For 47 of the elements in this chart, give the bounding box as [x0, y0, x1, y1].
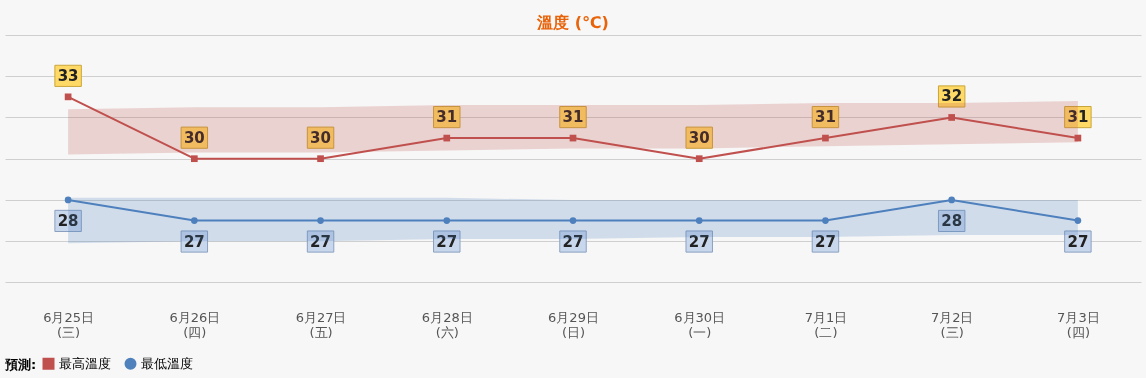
- point: [64, 93, 72, 101]
- legend-label: 最高溫度: [59, 355, 111, 371]
- x-tick-label: 7月2日 (三): [930, 309, 974, 340]
- data-label: 28: [941, 211, 963, 230]
- x-tick-label: 6月30日 (一): [674, 309, 726, 340]
- data-label: 31: [436, 108, 458, 127]
- legend-title: 預測:: [4, 357, 37, 372]
- x-tick-label: 6月29日 (日): [548, 309, 599, 340]
- data-label: 30: [310, 128, 331, 147]
- legend-label: 最低溫度: [141, 355, 193, 371]
- point: [190, 217, 198, 224]
- point: [443, 134, 451, 142]
- x-tick-label: 6月28日 (六): [421, 309, 473, 340]
- data-label: 30: [183, 128, 205, 147]
- point: [569, 217, 577, 224]
- x-tick-label: 6月25日 (三): [43, 309, 95, 340]
- data-label: 27: [815, 232, 836, 251]
- data-label: 31: [1067, 108, 1089, 127]
- point: [317, 155, 324, 163]
- x-tick-label: 7月3日 (四): [1057, 309, 1100, 340]
- data-label: 27: [688, 232, 710, 251]
- x-tick-label: 7月1日 (二): [804, 309, 848, 340]
- chart-title: 溫度 (℃): [536, 13, 609, 32]
- point: [64, 196, 72, 204]
- point: [190, 155, 198, 163]
- data-label: 31: [815, 108, 836, 127]
- point: [948, 114, 956, 121]
- x-tick-label: 6月26日 (四): [169, 309, 221, 340]
- point: [822, 217, 829, 224]
- point: [948, 196, 956, 204]
- point: [1074, 217, 1082, 224]
- data-label: 27: [1067, 232, 1089, 251]
- data-label: 30: [688, 128, 710, 147]
- point: [443, 217, 451, 224]
- data-label: 27: [310, 232, 331, 251]
- x-tick-label: 6月27日 (五): [295, 309, 347, 340]
- data-label: 27: [183, 232, 205, 251]
- data-label: 33: [57, 66, 79, 85]
- point: [695, 217, 703, 224]
- data-label: 32: [941, 87, 963, 106]
- data-label: 27: [436, 232, 458, 251]
- data-label: 31: [562, 108, 584, 127]
- point: [695, 155, 703, 163]
- data-label: 28: [57, 211, 79, 230]
- point: [822, 134, 829, 142]
- point: [317, 217, 324, 224]
- data-label: 27: [562, 232, 584, 251]
